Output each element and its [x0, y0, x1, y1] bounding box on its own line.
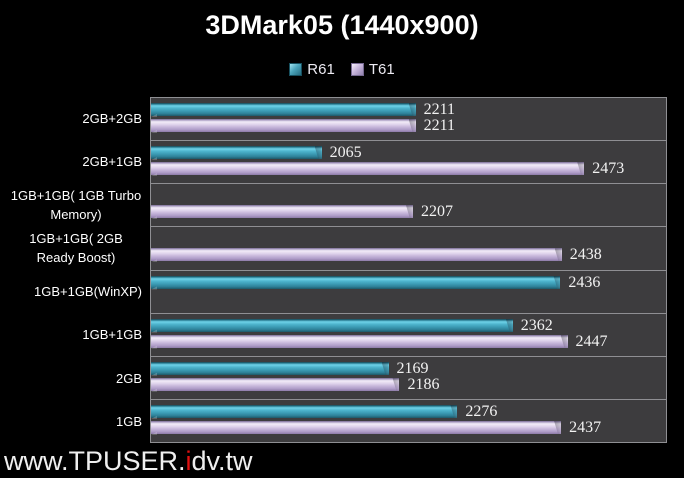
legend-item-t61: T61: [350, 61, 395, 78]
bar-t61: [151, 420, 562, 434]
category-label: 1GB+1GB( 2GB Ready Boost): [29, 231, 123, 266]
category-band: 2065 2473: [151, 141, 666, 185]
bar-value-label: 2437: [569, 418, 602, 436]
bar-r61: [151, 103, 416, 116]
category-label-cell: 2GB: [0, 357, 142, 400]
category-band: 2207: [151, 184, 666, 228]
legend-item-r61: R61: [289, 61, 335, 78]
category-band: 2438: [151, 227, 666, 271]
bar-t61: [151, 162, 585, 176]
legend-swatch-r61-icon: [289, 63, 303, 76]
legend-swatch-t61-icon: [350, 63, 364, 76]
category-label-cell: 1GB+1GB(WinXP): [0, 270, 142, 313]
bar-value-label: 2436: [568, 273, 601, 291]
category-label-cell: 2GB+1GB: [0, 140, 142, 183]
bar-t61: [151, 205, 413, 219]
category-label: 2GB+1GB: [82, 154, 142, 170]
bar-value-label: 2207: [421, 203, 453, 221]
category-label: 2GB: [115, 370, 142, 386]
category-label: 1GB+1GB: [82, 327, 142, 343]
category-band: 2436: [151, 271, 666, 314]
bar-value-label: 2169: [396, 359, 429, 377]
category-label-cell: 1GB+1GB( 1GB Turbo Memory): [0, 184, 142, 227]
bar-r61: [151, 318, 513, 332]
category-label: 1GB: [115, 413, 142, 429]
bar-value-label: 2186: [407, 375, 440, 393]
legend-label-t61: T61: [368, 61, 395, 78]
category-band: 2169 2186: [151, 357, 666, 400]
watermark-highlight: i: [185, 446, 192, 476]
category-band: 2276 2437: [151, 400, 666, 442]
category-band: 2211 2211: [151, 98, 666, 142]
bar-t61: [151, 377, 400, 391]
category-label-cell: 1GB+1GB( 2GB Ready Boost): [0, 227, 142, 270]
category-label-cell: 1GB+1GB: [0, 313, 142, 356]
category-label: 1GB+1GB(WinXP): [33, 284, 142, 300]
watermark-suffix: dv.tw: [191, 446, 253, 476]
bar-t61: [151, 119, 416, 132]
plot-area: 2211 2211 2065 2473 2207 2438 2436 2362 2447 2169…: [150, 97, 667, 443]
bar-value-label: 2438: [569, 246, 602, 264]
bar-value-label: 2276: [465, 402, 498, 420]
category-label-cell: 2GB+2GB: [0, 97, 142, 140]
bar-value-label: 2473: [592, 160, 625, 178]
category-label-cell: 1GB: [0, 400, 142, 443]
bar-value-label: 2211: [423, 101, 455, 118]
legend-label-r61: R61: [307, 61, 335, 78]
watermark-prefix: www.TPUSER.: [4, 446, 186, 476]
bar-t61: [151, 248, 562, 262]
chart-title: 3DMark05 (1440x900): [205, 10, 479, 40]
category-band: 2362 2447: [151, 314, 666, 357]
watermark: www.TPUSER.idv.tw: [4, 447, 253, 475]
bar-r61: [151, 361, 389, 375]
bar-value-label: 2362: [520, 316, 553, 334]
category-label: 2GB+2GB: [82, 111, 142, 127]
bar-r61: [151, 275, 561, 289]
legend: R61 T61: [0, 61, 684, 78]
bar-value-label: 2447: [575, 332, 608, 350]
bar-value-label: 2065: [329, 144, 362, 162]
bar-t61: [151, 334, 568, 348]
bar-r61: [151, 404, 458, 418]
bar-r61: [151, 146, 322, 160]
bar-value-label: 2211: [423, 117, 455, 134]
category-axis-labels: 2GB+2GB 2GB+1GB 1GB+1GB( 1GB Turbo Memory)…: [0, 97, 142, 443]
category-label: 1GB+1GB( 1GB Turbo Memory): [10, 188, 142, 223]
